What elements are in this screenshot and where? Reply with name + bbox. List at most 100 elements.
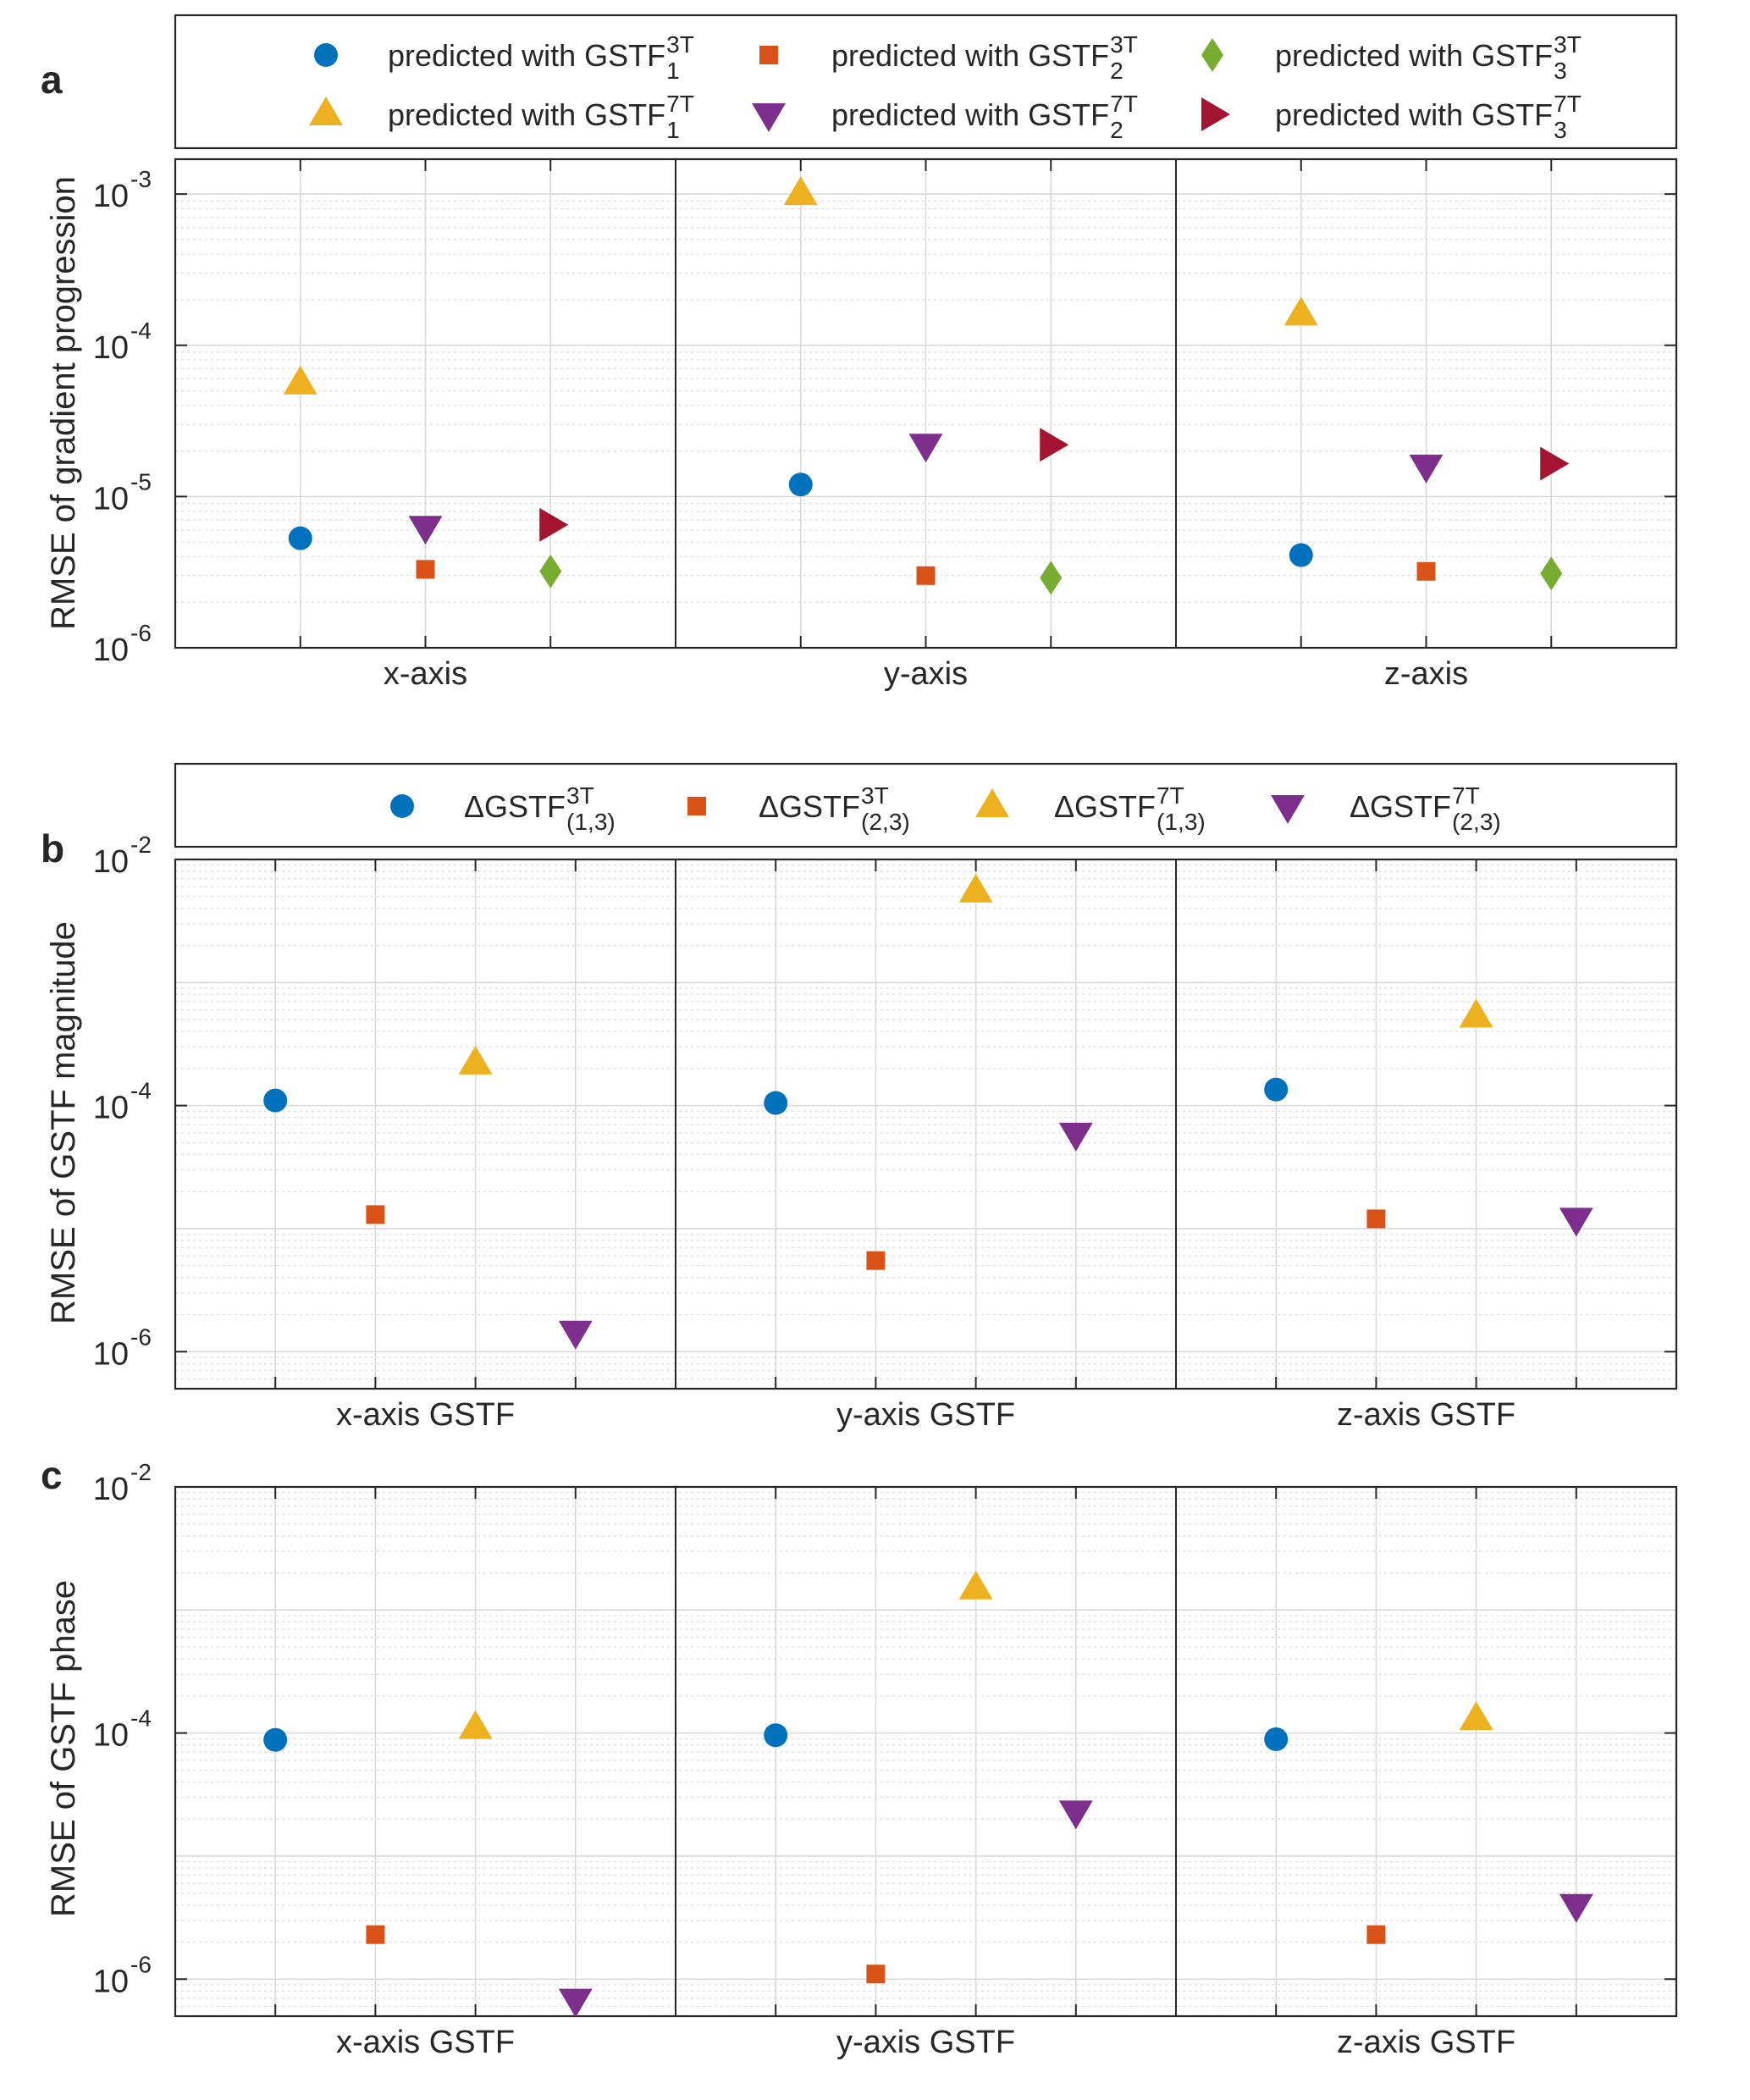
- y-tick-label-exponent: -4: [130, 318, 152, 344]
- data-point-triangle-down: [908, 434, 943, 463]
- legend-marker-triangle-down: [752, 102, 786, 132]
- legend-entry: ΔGSTF 3T(2,3): [687, 782, 910, 835]
- y-tick-label-base: 10: [93, 1336, 129, 1372]
- legend-marker-triangle-up: [975, 788, 1009, 818]
- data-point-square: [366, 1205, 385, 1224]
- legend-label: ΔGSTF 3T(1,3): [464, 782, 616, 835]
- data-point-triangle-up: [958, 873, 993, 903]
- legend-label: predicted with GSTF 3T3: [1275, 31, 1582, 84]
- plot-area-frame: [174, 858, 1678, 1390]
- y-tick-label-base: 10: [93, 481, 129, 517]
- grid: [175, 859, 1676, 1390]
- data-point-triangle-up: [458, 1045, 493, 1075]
- legend: predicted with GSTF 3T1 predicted with GST…: [174, 14, 1678, 150]
- legend-label-subscript: 1: [666, 117, 680, 143]
- legend-label: ΔGSTF 7T(1,3): [1054, 782, 1206, 835]
- legend-label-superscript: 7T: [666, 91, 694, 117]
- data-point-circle: [263, 1727, 288, 1752]
- y-tick-label-exponent: -6: [130, 620, 152, 646]
- x-group-label: z-axis GSTF: [1337, 2025, 1515, 2060]
- legend-label-subscript: 3: [1554, 58, 1567, 84]
- legend-label: predicted with GSTF 7T1: [388, 91, 694, 143]
- x-group-label: z-axis: [1384, 656, 1468, 692]
- y-tick-label: 10 -5: [93, 468, 152, 517]
- data-point-triangle-down: [1409, 454, 1444, 484]
- y-tick-label: 10 -4: [93, 1078, 152, 1126]
- x-group-label: z-axis GSTF: [1337, 1397, 1515, 1433]
- legend-label-subscript: 1: [666, 58, 680, 84]
- legend-label: predicted with GSTF 3T1: [388, 31, 694, 84]
- data-point-square: [1366, 1209, 1386, 1229]
- legend-label-prefix: predicted with GSTF: [388, 38, 665, 73]
- data-point-circle: [1264, 1727, 1289, 1751]
- legend-label-subscript: (2,3): [861, 809, 910, 835]
- panel-b: b10-610-410 -2x-axis GSTF y-axis GSTF z-axi…: [41, 762, 1678, 1433]
- x-group-label: x-axis: [384, 656, 467, 692]
- legend-marker-triangle-down: [1271, 794, 1305, 824]
- panel-a: a10-610-510-410 -3x-axis y-axis z-axisRMSE …: [41, 14, 1678, 692]
- legend-entry: predicted with GSTF 3T3: [1201, 31, 1582, 84]
- data-point-triangle-down: [1559, 1893, 1593, 1923]
- data-point-square: [416, 560, 435, 579]
- data-point-square: [1416, 561, 1436, 581]
- data-point-square: [866, 1251, 886, 1270]
- data-point-circle: [263, 1088, 288, 1113]
- plot-area-frame: [174, 158, 1678, 649]
- y-tick-label-exponent: -6: [130, 1951, 152, 1977]
- data-point-triangle-down: [1058, 1122, 1093, 1152]
- y-tick-label-exponent: -5: [130, 468, 152, 495]
- y-axis-label: RMSE of GSTF magnitude: [45, 921, 82, 1324]
- data-point-triangle-up: [1459, 998, 1493, 1028]
- legend-label-prefix: ΔGSTF: [1350, 789, 1451, 824]
- legend-label-superscript: 7T: [1157, 782, 1184, 809]
- legend-entry: ΔGSTF 3T(1,3): [390, 782, 616, 835]
- legend-label-subscript: (2,3): [1452, 809, 1501, 835]
- legend-marker-triangle-up: [309, 97, 343, 126]
- data-point-triangle-up: [958, 1570, 993, 1600]
- panel-label: a: [41, 58, 63, 102]
- legend-label-subscript: (1,3): [566, 809, 616, 835]
- legend-label-prefix: predicted with GSTF: [1275, 97, 1553, 132]
- legend-label-prefix: ΔGSTF: [759, 789, 860, 824]
- y-axis-label: RMSE of GSTF phase: [45, 1580, 82, 1917]
- panel-c: c10-610-410 -2x-axis GSTF y-axis GSTF z-axi…: [41, 1453, 1678, 2060]
- legend-label-subscript: (1,3): [1157, 809, 1206, 835]
- x-group-label: y-axis GSTF: [836, 1397, 1015, 1433]
- legend-label-superscript: 3T: [1110, 31, 1138, 58]
- data-point-diamond: [1040, 561, 1063, 595]
- plot-area-frame: [174, 1485, 1678, 2018]
- data-point-square: [366, 1925, 385, 1944]
- legend-label-prefix: predicted with GSTF: [831, 38, 1109, 73]
- legend-marker-triangle-right: [1201, 97, 1230, 131]
- legend-label-superscript: 7T: [1452, 782, 1480, 809]
- data-point-triangle-up: [1459, 1701, 1493, 1731]
- x-group-label: y-axis: [884, 656, 968, 692]
- legend-label: predicted with GSTF 3T2: [831, 31, 1138, 84]
- y-tick-label-base: 10: [93, 633, 129, 668]
- legend-marker-circle: [314, 43, 338, 67]
- legend-label: predicted with GSTF 7T3: [1275, 91, 1582, 143]
- y-tick-label: 10 -6: [93, 620, 152, 668]
- data-points: [263, 873, 1593, 1350]
- legend-label-prefix: predicted with GSTF: [831, 97, 1109, 132]
- x-group-label: x-axis GSTF: [336, 1397, 515, 1433]
- legend-entry: predicted with GSTF 3T2: [759, 31, 1138, 84]
- legend-marker-square: [759, 46, 778, 64]
- y-tick-label: 10 -4: [93, 1705, 152, 1754]
- data-points: [283, 176, 1570, 595]
- data-point-triangle-up: [283, 365, 317, 395]
- legend-label-prefix: ΔGSTF: [1054, 789, 1156, 824]
- legend-label-superscript: 3T: [666, 31, 694, 58]
- y-tick-label-base: 10: [93, 330, 129, 366]
- legend-marker-square: [687, 797, 706, 815]
- legend-entry: predicted with GSTF 7T1: [309, 91, 694, 143]
- panel-label: b: [41, 826, 64, 870]
- y-axis-label: RMSE of gradient progression: [45, 176, 82, 630]
- legend-label: ΔGSTF 3T(2,3): [759, 782, 910, 835]
- legend-entry: predicted with GSTF 7T3: [1201, 91, 1582, 143]
- data-points: [263, 1570, 1593, 2018]
- data-point-square: [866, 1965, 886, 1984]
- data-point-triangle-right: [539, 507, 569, 542]
- data-point-triangle-down: [1058, 1800, 1093, 1830]
